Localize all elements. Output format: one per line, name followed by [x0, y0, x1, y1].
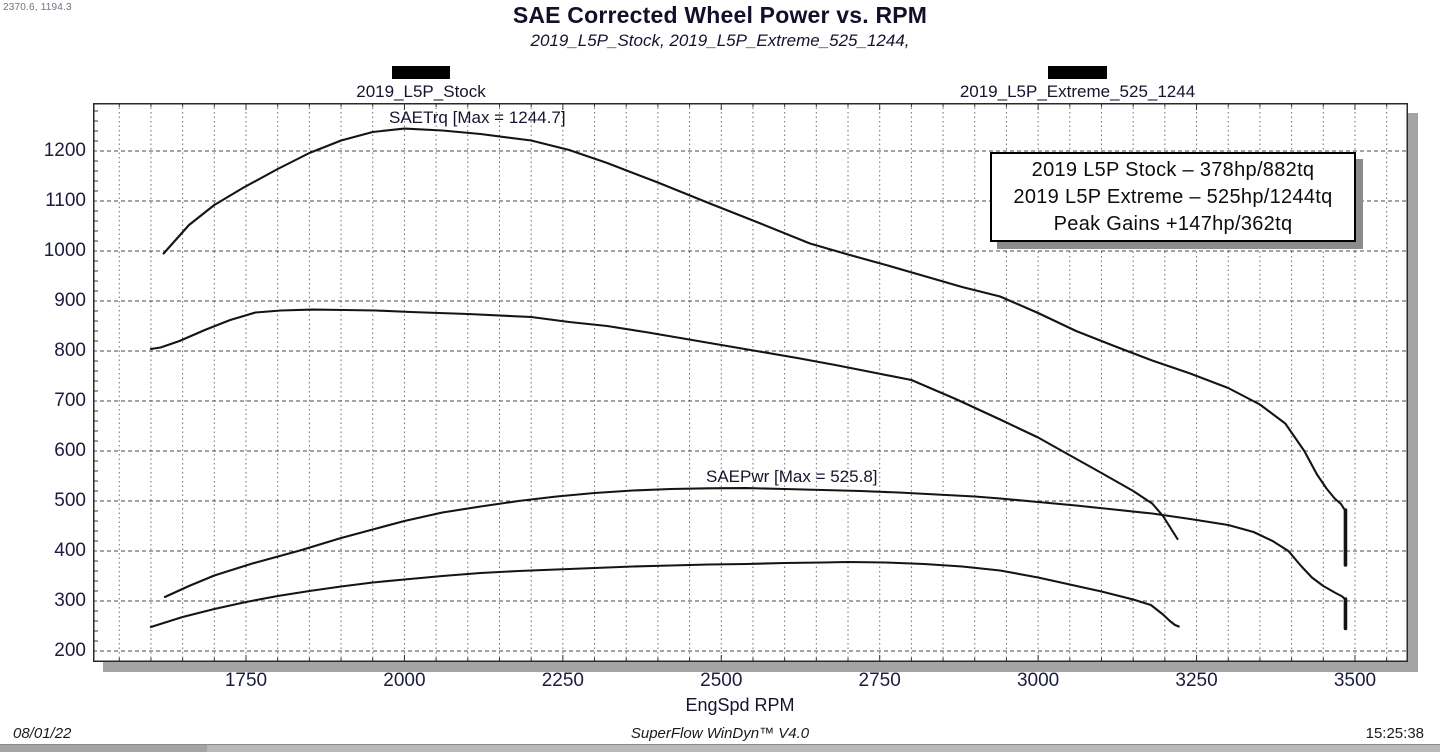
dyno-curves-svg: [93, 103, 1408, 662]
legend-item-stock[interactable]: 2019_L5P_Stock: [356, 66, 486, 101]
curve-2019_l5p_stock-saepwr: [149, 560, 1180, 629]
legend-swatch-extreme: [1048, 66, 1107, 79]
y-tick-label: 1100: [45, 190, 86, 211]
legend-item-extreme[interactable]: 2019_L5P_Extreme_525_1244: [960, 66, 1195, 101]
footer-time: 15:25:38: [1365, 725, 1424, 742]
footer-date: 08/01/22: [13, 725, 72, 742]
x-tick-label: 2250: [541, 670, 584, 691]
x-axis-title: EngSpd RPM: [685, 695, 795, 715]
curve-2019_l5p_extreme_525_1244-saepwr: [163, 487, 1346, 601]
y-tick-label: 1200: [43, 140, 86, 161]
y-tick-label: 900: [54, 290, 86, 311]
results-info-box[interactable]: 2019 L5P Stock – 378hp/882tq 2019 L5P Ex…: [990, 152, 1356, 242]
info-line-extreme: 2019 L5P Extreme – 525hp/1244tq: [1013, 185, 1333, 208]
y-tick-label: 700: [54, 390, 86, 411]
y-tick-label: 1000: [43, 240, 86, 261]
legend-swatch-stock: [392, 66, 450, 79]
torque-max-annotation: SAETrq [Max = 1244.7]: [389, 108, 566, 127]
x-tick-label: 1750: [224, 670, 268, 691]
info-line-gains: Peak Gains +147hp/362tq: [1053, 212, 1293, 235]
x-tick-label: 3250: [1175, 670, 1218, 691]
y-tick-label: 300: [54, 590, 86, 611]
x-tick-label: 3000: [1016, 670, 1060, 691]
x-tick-label: 2500: [700, 670, 743, 691]
chart-title: SAE Corrected Wheel Power vs. RPM: [512, 2, 928, 28]
x-tick-label: 2000: [383, 670, 426, 691]
x-tick-label: 3500: [1333, 670, 1377, 691]
legend-label-stock: 2019_L5P_Stock: [356, 82, 486, 101]
y-tick-label: 800: [54, 340, 86, 361]
power-max-annotation: SAEPwr [Max = 525.8]: [706, 467, 878, 486]
y-tick-label: 200: [54, 640, 86, 661]
cursor-position-readout: 2370.6, 1194.3: [3, 2, 72, 13]
y-tick-label: 500: [54, 490, 86, 511]
curve-2019_l5p_stock-saetrq: [149, 308, 1179, 541]
y-tick-label: 600: [54, 440, 86, 461]
info-line-stock: 2019 L5P Stock – 378hp/882tq: [1031, 158, 1315, 181]
footer-app-name: SuperFlow WinDyn™ V4.0: [630, 725, 810, 742]
window-bottom-border: [0, 744, 1440, 752]
curve-2019_l5p_extreme_525_1244-saetrq: [162, 127, 1346, 512]
x-tick-label: 2750: [858, 670, 901, 691]
legend-label-extreme: 2019_L5P_Extreme_525_1244: [959, 82, 1196, 101]
window-bottom-border-segment: [0, 745, 207, 752]
chart-subtitle: 2019_L5P_Stock, 2019_L5P_Extreme_525_124…: [530, 31, 910, 50]
y-tick-label: 400: [54, 540, 86, 561]
